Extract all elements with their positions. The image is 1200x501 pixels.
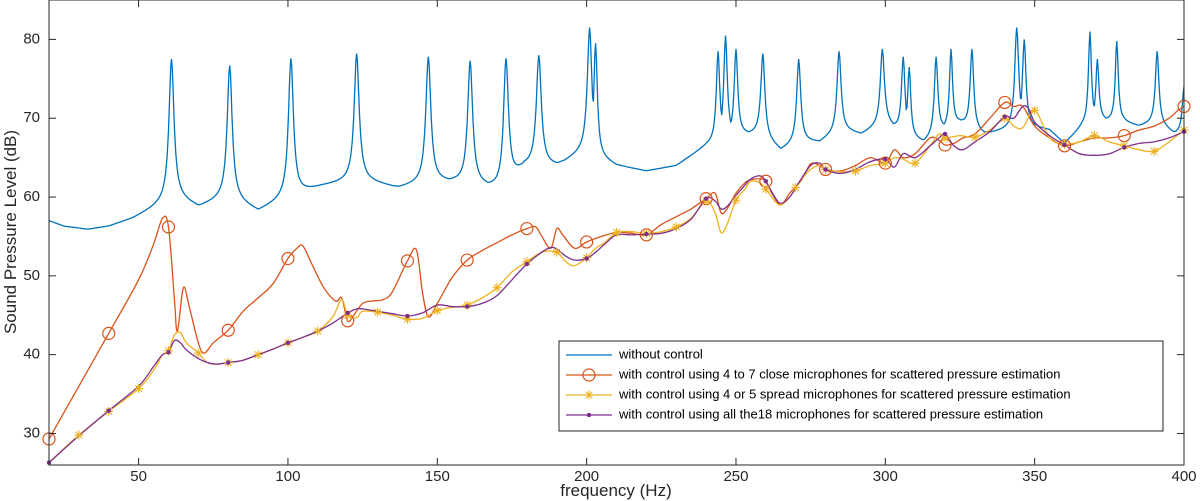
marker-all-mics <box>644 231 649 237</box>
legend-label: with control using all the18 microphones… <box>618 406 1043 421</box>
marker-spread-mics <box>134 384 144 394</box>
x-tick-label: 350 <box>1022 468 1047 485</box>
marker-all-mics <box>942 131 948 137</box>
legend: without control with control using 4 to 7… <box>558 340 1164 432</box>
marker-all-mics <box>703 196 709 201</box>
marker-all-mics <box>166 350 171 355</box>
y-axis-label: Sound Pressure Level (dB) <box>1 130 20 334</box>
legend-entries: without control with control using 4 to 7… <box>566 346 1071 421</box>
marker-spread-mics <box>1089 131 1099 141</box>
marker-all-mics <box>584 256 589 261</box>
x-tick-label: 200 <box>574 468 599 485</box>
x-tick-label: 250 <box>723 468 748 485</box>
marker-spread-mics <box>522 257 532 267</box>
y-tick-label: 60 <box>23 188 40 205</box>
marker-close-mics <box>281 251 295 266</box>
marker-all-mics <box>524 261 530 267</box>
marker-close-mics <box>818 162 833 177</box>
axes-box <box>48 0 1185 466</box>
marker-spread-mics <box>432 306 442 316</box>
legend-box <box>558 340 1164 432</box>
marker-spread-mics <box>402 314 412 324</box>
marker-spread-mics <box>970 132 980 142</box>
marker-all-mics <box>883 156 888 162</box>
y-tick-label: 80 <box>23 30 40 47</box>
marker-all-mics <box>1062 142 1067 148</box>
marker-all-mics <box>464 304 470 309</box>
marker-all-mics <box>1002 114 1008 119</box>
x-tick-label: 300 <box>873 468 898 485</box>
marker-close-mics <box>221 323 235 337</box>
series-line-without-control <box>48 27 1185 230</box>
legend-marker <box>584 390 594 400</box>
marker-close-mics <box>520 221 534 236</box>
x-axis-label: frequency (Hz) <box>560 481 671 500</box>
marker-close-mics <box>460 253 474 267</box>
marker-all-mics <box>405 313 410 319</box>
marker-spread-mics <box>671 222 681 232</box>
tick-layer: 50 100 150 200 250 300 350 400 30 40 50 60 70 80 <box>23 0 1197 485</box>
marker-spread-mics <box>492 283 502 293</box>
y-tick-label: 50 <box>23 267 40 284</box>
y-tick-label: 40 <box>23 346 40 363</box>
x-tick-label: 50 <box>130 468 147 485</box>
marker-spread-mics <box>612 228 621 237</box>
marker-layer <box>42 95 1191 465</box>
marker-spread-mics <box>791 183 801 193</box>
marker-close-mics <box>580 235 594 249</box>
marker-spread-mics <box>1030 105 1040 115</box>
marker-spread-mics <box>1149 146 1159 156</box>
y-tick-label: 30 <box>23 424 40 441</box>
x-tick-label: 400 <box>1171 468 1196 485</box>
marker-spread-mics <box>761 184 771 194</box>
series-line-all-mics <box>48 105 1185 464</box>
marker-spread-mics <box>850 166 860 176</box>
legend-label: without control <box>618 346 703 361</box>
marker-all-mics <box>225 360 231 365</box>
marker-close-mics <box>998 95 1012 110</box>
legend-label: with control using 4 to 7 close micropho… <box>618 366 1061 381</box>
marker-all-mics <box>1122 145 1127 150</box>
marker-close-mics <box>161 220 176 234</box>
marker-close-mics <box>102 326 116 340</box>
legend-marker <box>586 412 592 418</box>
marker-spread-mics <box>910 158 920 168</box>
marker-spread-mics <box>74 430 84 440</box>
marker-spread-mics <box>940 133 950 143</box>
marker-all-mics <box>345 310 350 316</box>
marker-spread-mics <box>552 247 562 257</box>
marker-spread-mics <box>701 196 711 206</box>
marker-all-mics <box>823 167 828 172</box>
marker-spread-mics <box>373 307 383 317</box>
marker-spread-mics <box>253 350 263 360</box>
marker-all-mics <box>106 408 111 413</box>
x-tick-label: 150 <box>425 468 450 485</box>
marker-spread-mics <box>343 310 353 320</box>
marker-spread-mics <box>313 326 323 336</box>
y-tick-label: 70 <box>23 109 40 126</box>
marker-all-mics <box>285 340 291 346</box>
marker-spread-mics <box>880 158 890 168</box>
legend-marker <box>582 368 596 382</box>
marker-spread-mics <box>193 348 203 358</box>
marker-all-mics <box>763 179 769 184</box>
marker-spread-mics <box>731 195 741 205</box>
x-tick-label: 100 <box>275 468 300 485</box>
marker-close-mics <box>400 254 415 268</box>
legend-label: with control using 4 or 5 spread microph… <box>618 386 1071 401</box>
